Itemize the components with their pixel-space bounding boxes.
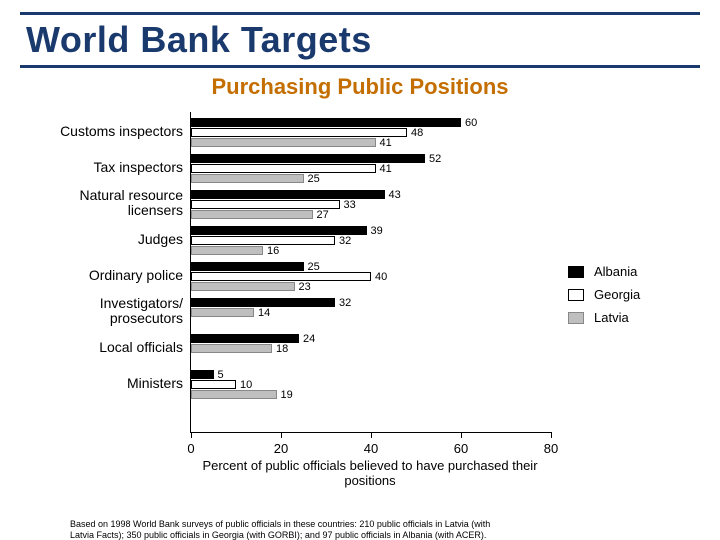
x-tick-label: 60 [454,441,468,456]
bar-value-label: 32 [339,235,351,247]
x-tick [551,432,552,438]
bar-albania [191,118,461,127]
bar-value-label: 41 [380,163,392,175]
bar-albania [191,370,214,379]
x-axis-label: Percent of public officials believed to … [190,458,550,488]
legend-label: Latvia [594,310,629,325]
x-tick-label: 20 [274,441,288,456]
bar-albania [191,262,304,271]
bar-value-label: 41 [380,137,392,149]
bar-albania [191,190,385,199]
bar-latvia [191,282,295,291]
swatch-icon [568,289,584,301]
bar-georgia [191,164,376,173]
x-tick-label: 40 [364,441,378,456]
bar-chart: 0 20 40 60 80 Customs inspectors 60 48 41 Tax ins… [20,106,700,486]
legend-label: Georgia [594,287,640,302]
bar-albania [191,334,299,343]
bar-georgia [191,128,407,137]
category-label: Local officials [99,340,191,355]
bar-value-label: 19 [281,389,293,401]
bar-value-label: 14 [258,307,270,319]
legend-item-albania: Albania [568,264,640,279]
footnote: Based on 1998 World Bank surveys of publ… [70,519,500,540]
bar-latvia [191,174,304,183]
category-label: Customs inspectors [60,124,191,139]
bar-value-label: 52 [429,153,441,165]
bar-value-label: 18 [276,343,288,355]
category-label: Ministers [127,376,191,391]
x-tick [281,432,282,438]
bar-value-label: 16 [267,245,279,257]
bar-value-label: 27 [317,209,329,221]
category-label: Natural resourcelicensers [80,188,192,219]
bar-value-label: 33 [344,199,356,211]
bar-albania [191,226,367,235]
plot-area: 020406080Customs inspectors604841Tax ins… [190,112,551,433]
legend-label: Albania [594,264,637,279]
bar-georgia [191,236,335,245]
bar-value-label: 48 [411,127,423,139]
bar-albania [191,298,335,307]
swatch-icon [568,266,584,278]
bar-latvia [191,308,254,317]
x-tick-label: 80 [544,441,558,456]
bar-value-label: 25 [308,173,320,185]
category-label: Ordinary police [89,268,191,283]
bar-value-label: 43 [389,189,401,201]
x-tick [461,432,462,438]
legend: Albania Georgia Latvia [568,256,640,333]
chart-title: Purchasing Public Positions [0,74,720,100]
bar-value-label: 60 [465,117,477,129]
bar-latvia [191,344,272,353]
bar-latvia [191,138,376,147]
bar-latvia [191,210,313,219]
bar-georgia [191,380,236,389]
x-tick-label: 0 [187,441,194,456]
bar-albania [191,154,425,163]
title-bar: World Bank Targets [20,12,700,68]
bar-latvia [191,246,263,255]
x-tick [191,432,192,438]
category-label: Tax inspectors [94,160,191,175]
bar-georgia [191,272,371,281]
bar-value-label: 24 [303,333,315,345]
slide-title: World Bank Targets [20,17,700,63]
x-tick [371,432,372,438]
bar-value-label: 23 [299,281,311,293]
legend-item-latvia: Latvia [568,310,640,325]
bar-value-label: 32 [339,297,351,309]
slide: World Bank Targets Purchasing Public Pos… [0,12,720,540]
bar-value-label: 40 [375,271,387,283]
swatch-icon [568,312,584,324]
legend-item-georgia: Georgia [568,287,640,302]
bar-value-label: 39 [371,225,383,237]
category-label: Investigators/prosecutors [100,296,191,327]
bar-georgia [191,200,340,209]
bar-latvia [191,390,277,399]
category-label: Judges [138,232,191,247]
